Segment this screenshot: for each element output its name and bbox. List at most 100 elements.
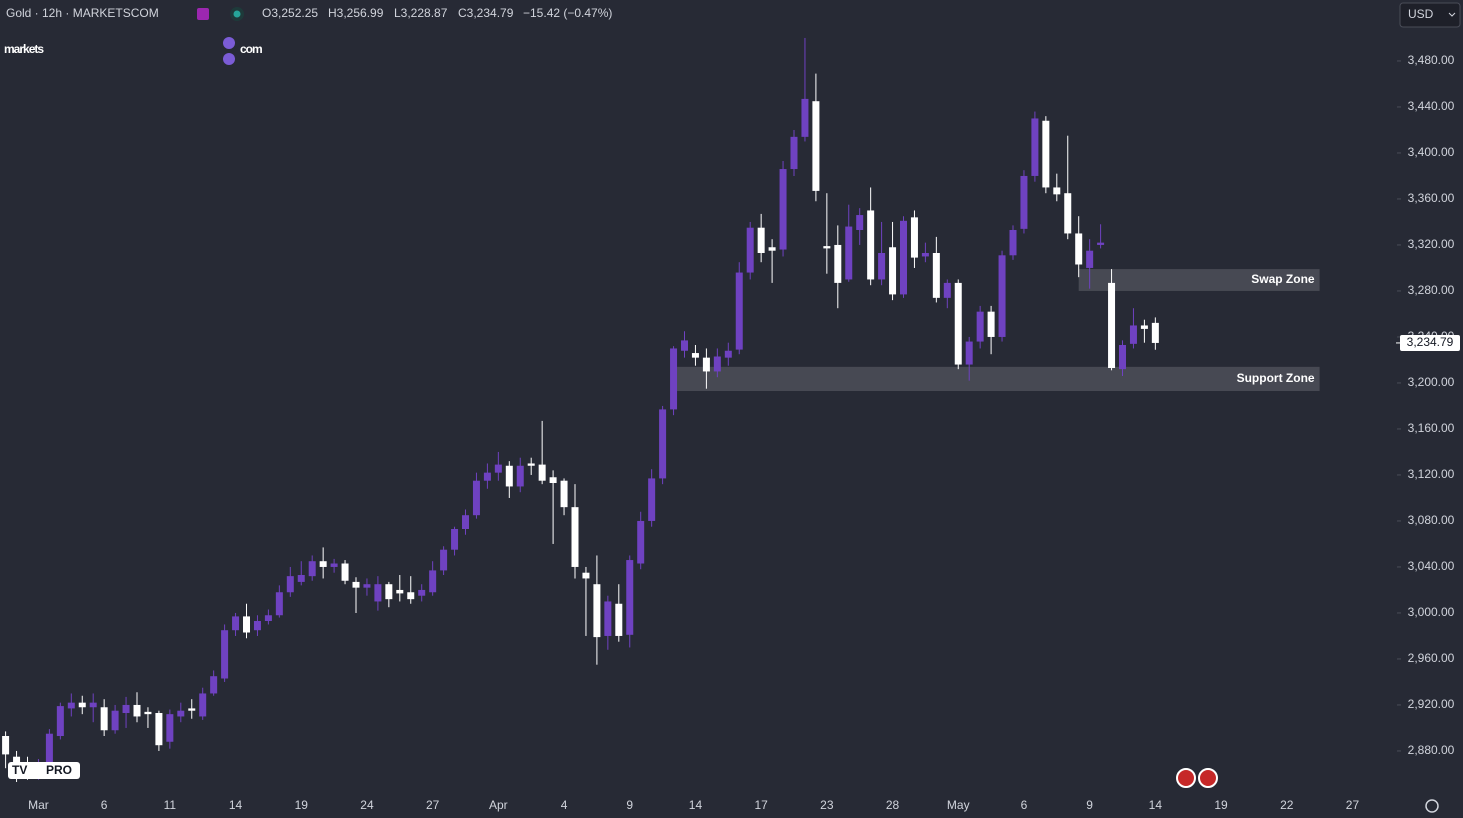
candle-body [965, 341, 973, 365]
candle-body [385, 584, 393, 600]
ohlc-open: O3,252.25 [262, 6, 318, 20]
candle-body [56, 706, 64, 737]
candle-body [900, 220, 907, 295]
candle-body [1009, 230, 1017, 256]
candle-body [1108, 282, 1116, 369]
candle-body [122, 704, 130, 714]
candle-body [1129, 325, 1137, 344]
candle-body [746, 227, 754, 273]
candle-body [199, 693, 207, 717]
x-tick-label: May [947, 798, 970, 812]
candle-body [889, 247, 897, 295]
candle-body [253, 621, 261, 631]
candle-body [330, 563, 338, 567]
currency-label[interactable]: USD [1408, 7, 1434, 21]
candle-body [341, 563, 349, 581]
y-tick-label: 3,280.00 [1408, 283, 1455, 297]
candle-body [1119, 345, 1126, 370]
candle-body [297, 575, 305, 582]
candle-body [779, 169, 787, 250]
currency-select[interactable] [1399, 2, 1461, 28]
candle-body [801, 98, 809, 137]
candle-body [264, 615, 272, 622]
x-tick-label: 19 [1214, 798, 1228, 812]
x-tick-label: 22 [1280, 798, 1294, 812]
y-tick-label: 2,960.00 [1408, 651, 1455, 665]
candle-body [527, 463, 535, 466]
candle-body [352, 581, 360, 588]
candle-body [637, 520, 645, 564]
candle-body [67, 702, 75, 709]
candle-body [735, 272, 743, 350]
candle-body [659, 409, 667, 479]
candle-body [834, 244, 842, 283]
status-dot [233, 10, 241, 18]
candle-body [494, 464, 502, 473]
candle-body [1140, 325, 1148, 329]
symbol-title: Gold · 12h · MARKETSCOM [6, 6, 159, 20]
flag-icon [197, 8, 209, 20]
candle-body [593, 584, 601, 638]
candle-body [691, 353, 699, 358]
candle-body [571, 507, 579, 567]
candle-body [867, 210, 875, 280]
candle-body [604, 601, 612, 636]
x-tick-label: Mar [28, 798, 49, 812]
event-flag[interactable] [1176, 768, 1196, 788]
candle-body [954, 282, 962, 365]
event-flag[interactable] [1198, 768, 1218, 788]
x-tick-label: 27 [1346, 798, 1360, 812]
candle-body [516, 465, 524, 487]
candle-body [286, 576, 294, 593]
candle-body [451, 529, 459, 550]
y-tick-label: 3,480.00 [1408, 53, 1455, 67]
candle-body [987, 311, 995, 337]
x-tick-label: 27 [426, 798, 440, 812]
x-tick-label: 17 [754, 798, 768, 812]
svg-text:TV: TV [12, 763, 27, 777]
candle-body [1097, 242, 1105, 245]
candle-body [812, 101, 820, 191]
x-tick-label: 9 [1086, 798, 1093, 812]
candle-body [166, 714, 174, 742]
candle-body [626, 560, 634, 635]
last-price-tag [1400, 334, 1460, 351]
zone-label: Support Zone [1237, 371, 1315, 385]
x-tick-label: 14 [1149, 798, 1163, 812]
candle-body [144, 711, 152, 715]
candle-body [856, 215, 864, 231]
y-tick-label: 2,920.00 [1408, 697, 1455, 711]
zone [673, 366, 1320, 392]
y-tick-label: 3,160.00 [1408, 421, 1455, 435]
candle-body [45, 733, 53, 763]
ohlc-low: L3,228.87 [394, 6, 448, 20]
x-tick-label: 4 [561, 798, 568, 812]
candle-body [724, 350, 732, 358]
candle-body [221, 630, 229, 679]
candle-body [505, 465, 513, 487]
candle-body [1031, 118, 1039, 176]
candle-body [790, 136, 798, 170]
candle-body [538, 464, 546, 481]
candle-body [210, 676, 218, 694]
candle-body [155, 713, 163, 746]
x-tick-label: 28 [886, 798, 900, 812]
x-tick-label: 6 [1021, 798, 1028, 812]
candle-body [133, 704, 141, 717]
last-price-label: 3,234.79 [1407, 335, 1454, 349]
settings-icon[interactable] [1425, 799, 1439, 813]
candle-body [582, 572, 590, 579]
candle-body [483, 472, 491, 481]
candle-body [998, 255, 1006, 337]
candle-body [1075, 233, 1083, 265]
candle-body [1053, 187, 1061, 195]
logo-dot [223, 53, 235, 65]
y-tick-label: 3,080.00 [1408, 513, 1455, 527]
candle-body [823, 246, 831, 249]
candle-body [549, 477, 557, 484]
candle-body [702, 357, 710, 372]
candle-body [188, 708, 196, 711]
candle-body [472, 480, 480, 516]
candle-body [560, 480, 568, 508]
y-tick-label: 3,400.00 [1408, 145, 1455, 159]
